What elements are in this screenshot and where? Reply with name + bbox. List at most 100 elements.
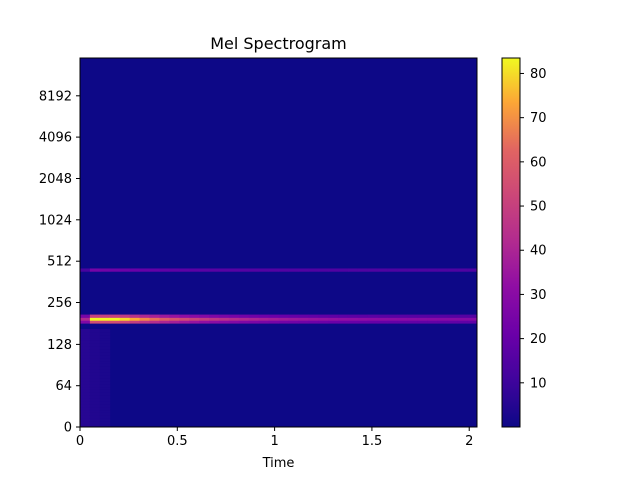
heatmap-cell [318,320,329,324]
heatmap-cell [407,314,418,318]
x-axis-label: Time [262,456,295,471]
heatmap-cell [99,360,111,364]
heatmap-cell [89,383,101,388]
heatmap-cell [80,343,91,347]
heatmap-cell [99,346,111,350]
heatmap-cell [89,317,101,321]
heatmap-cell [80,389,91,393]
heatmap-cell [99,409,111,413]
heatmap-cell [89,418,101,422]
heatmap-cell [89,386,101,390]
heatmap-cell [99,412,111,416]
heatmap-cell [99,340,111,344]
colorbar-tick-label: 80 [530,67,547,82]
heatmap-cell [119,317,131,321]
heatmap-cell [80,340,91,344]
heatmap-cell [80,392,91,396]
heatmap-cell [80,366,91,370]
plot-area [80,58,478,428]
colorbar-tick-label: 50 [530,200,547,215]
heatmap-cell [89,366,101,370]
heatmap-cell [80,337,91,341]
heatmap-cell [109,314,121,318]
heatmap-cell [99,377,111,382]
heatmap-cell [99,372,111,376]
heatmap-cell [89,389,101,393]
heatmap-cell [288,320,299,324]
heatmap-cell [89,360,101,364]
heatmap-cell [228,320,240,324]
y-tick-label: 256 [47,296,72,311]
heatmap-cell [80,409,91,413]
heatmap-cell [238,268,250,272]
heatmap-cell [109,268,121,272]
heatmap-cell [99,421,111,425]
heatmap-cell [149,320,160,324]
heatmap-cell [99,383,111,388]
heatmap-cell [80,418,91,422]
heatmap-cell [218,317,230,321]
heatmap-cell [179,320,190,324]
heatmap-cell [457,317,468,321]
heatmap-cell [89,354,101,359]
heatmap-cell [209,317,220,321]
heatmap-cell [99,320,111,324]
y-tick-label: 0 [64,421,72,436]
heatmap-cell [347,317,359,321]
heatmap-cell [467,314,478,318]
heatmap-cell [89,380,101,385]
heatmap-cell [209,320,220,324]
heatmap-cell [417,317,428,321]
heatmap-cell [99,343,111,347]
heatmap-cell [407,320,418,324]
heatmap-cell [467,317,478,321]
heatmap-cell [367,314,379,318]
y-axis: 0 64 128 256 512 1024 2048 4096 8192 [39,89,80,436]
heatmap-cell [99,369,111,373]
heatmap-cell [318,268,329,272]
heatmap-cell [338,268,349,272]
heatmap-cell [89,363,101,367]
heatmap-cell [278,317,289,321]
heatmap-cell [228,317,240,321]
heatmap-cell [139,317,150,321]
heatmap-cell [80,415,91,419]
heatmap-cell [417,320,428,324]
heatmap-cell [189,314,200,318]
heatmap-cell [129,314,140,318]
heatmap-cell [308,314,319,318]
heatmap-cell [99,398,111,402]
heatmap-cell [328,314,339,318]
heatmap-cell [209,314,220,318]
heatmap-cell [427,320,438,324]
heatmap-cell [457,320,468,324]
heatmap-cell [99,424,111,428]
heatmap-cell [387,320,399,324]
heatmap-cell [377,320,389,324]
heatmap-cell [99,395,111,399]
heatmap-cell [99,363,111,367]
heatmap-cell [288,268,299,272]
heatmap-cell [99,349,111,353]
heatmap-cell [258,320,269,324]
heatmap-cell [80,369,91,373]
heatmap-cell [80,375,91,379]
heatmap-cell [248,317,260,321]
heatmap-cell [228,268,240,272]
heatmap-cell [80,334,91,339]
heatmap-cell [89,328,101,333]
heatmap-cell [367,320,379,324]
heatmap-cell [387,268,399,272]
heatmap-cell [159,268,170,272]
x-tick-label: 0.5 [167,434,188,449]
heatmap-cell [99,401,111,405]
heatmap-cell [99,366,111,370]
y-tick-label: 64 [55,379,72,394]
heatmap-cell [89,337,101,341]
heatmap-cell [328,317,339,321]
heatmap-cell [149,317,160,321]
heatmap-cell [238,320,250,324]
heatmap-cell [189,320,200,324]
heatmap-cell [268,314,279,318]
heatmap-cell [80,401,91,405]
